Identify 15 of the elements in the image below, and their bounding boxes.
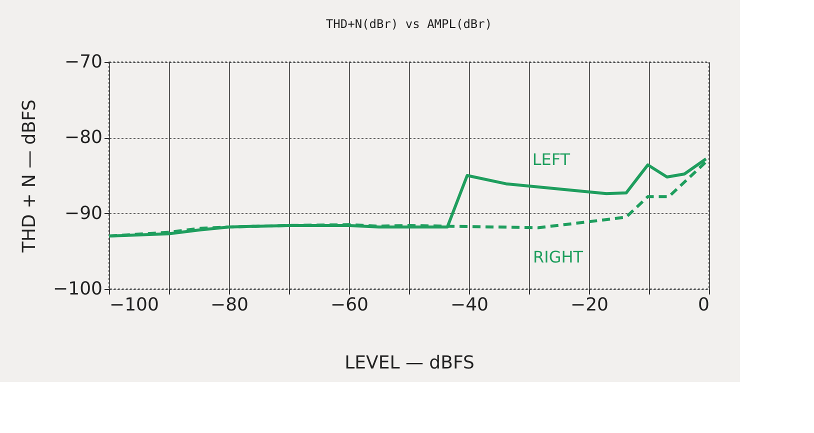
x-tick-label: −40 [450,294,488,316]
y-tick-label: −100 [53,278,102,300]
series-label: RIGHT [532,248,584,267]
x-tick-label: −60 [330,294,368,316]
x-tick-label: 0 [698,294,710,316]
y-tick-label: −80 [64,127,102,148]
x-tick-label: −20 [570,294,608,316]
x-tick-label: −100 [110,294,159,316]
y-tick-label: −70 [64,52,102,72]
series-label: LEFT [532,150,570,169]
y-tick-label: −90 [64,202,102,224]
y-axis-title: THD + N — dBFS [19,99,40,254]
chart-title: THD+N(dBr) vs AMPL(dBr) [326,17,492,31]
x-axis-title: LEVEL — dBFS [344,352,474,374]
x-tick-label: −80 [210,294,248,316]
